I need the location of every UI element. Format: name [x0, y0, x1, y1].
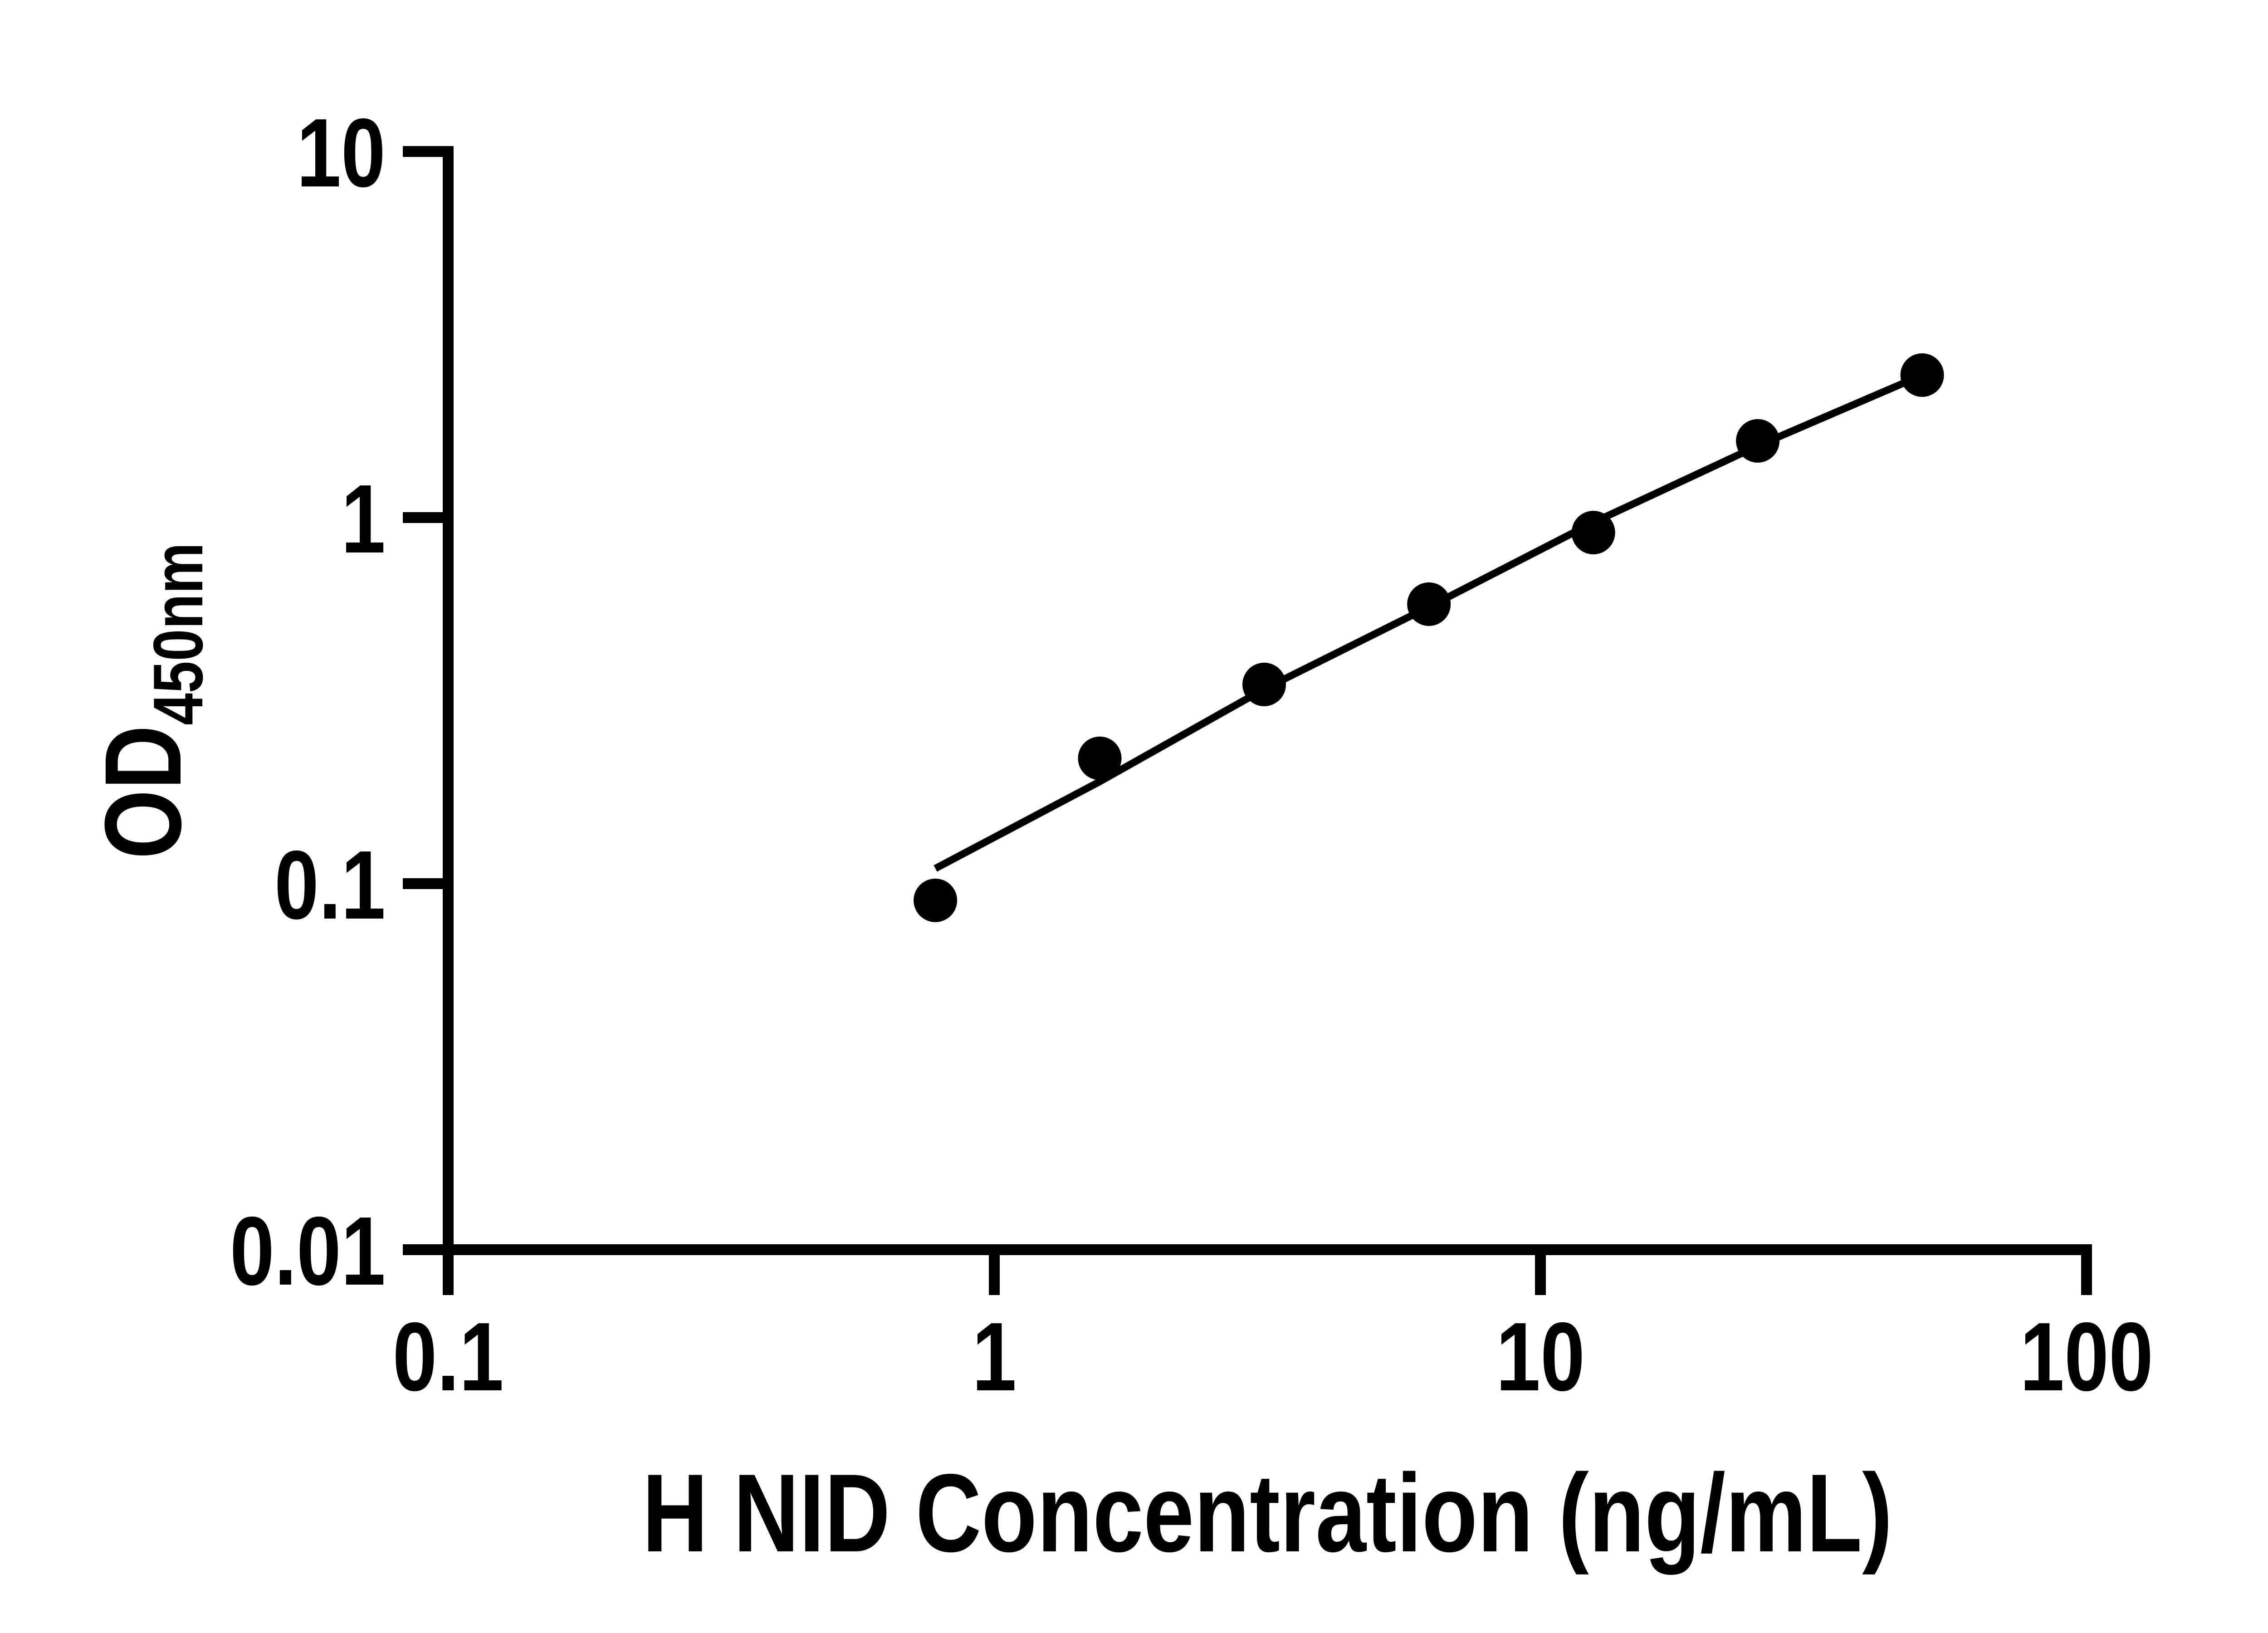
- data-point: [914, 878, 958, 922]
- x-tick-label: 100: [2020, 1302, 2153, 1411]
- x-tick-label: 0.1: [392, 1302, 503, 1411]
- data-point: [1407, 582, 1451, 626]
- x-tick-label: 10: [1496, 1302, 1585, 1411]
- x-axis-ticks: [443, 1250, 2092, 1295]
- y-axis-title: OD450nm: [82, 543, 218, 859]
- data-point: [1242, 662, 1286, 706]
- data-point: [1736, 419, 1780, 463]
- y-tick-label: 0.01: [230, 1196, 386, 1305]
- data-point: [1900, 353, 1944, 397]
- y-axis-tick-labels: 10 1 0.1 0.01: [230, 98, 386, 1305]
- y-tick-label: 10: [297, 98, 386, 207]
- x-tick-label: 1: [972, 1302, 1017, 1411]
- data-points: [914, 353, 1944, 922]
- x-axis-title: H NID Concentration (ng/mL): [642, 1451, 1892, 1575]
- data-point: [1571, 511, 1615, 555]
- y-tick-label: 0.1: [274, 830, 386, 939]
- y-axis-title-main: OD: [82, 725, 204, 859]
- data-point: [1078, 736, 1122, 780]
- y-axis-title-subscript: 450nm: [139, 543, 218, 725]
- x-axis-tick-labels: 0.1 1 10 100: [392, 1302, 2153, 1411]
- y-tick-label: 1: [341, 464, 386, 573]
- y-axis-ticks: [403, 146, 448, 1255]
